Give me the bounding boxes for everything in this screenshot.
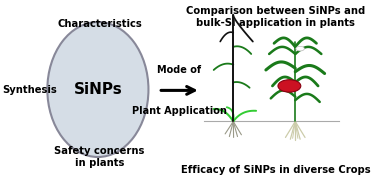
Text: Efficacy of SiNPs in diverse Crops: Efficacy of SiNPs in diverse Crops [181, 165, 370, 175]
Text: SiNPs: SiNPs [74, 82, 122, 97]
Text: Characteristics: Characteristics [57, 19, 142, 29]
Circle shape [278, 80, 301, 92]
Text: Comparison between SiNPs and
bulk-Si application in plants: Comparison between SiNPs and bulk-Si app… [186, 6, 365, 28]
Text: Mode of: Mode of [157, 65, 201, 75]
Text: Plant Application: Plant Application [132, 106, 227, 116]
Circle shape [296, 46, 304, 51]
Text: Safety concerns
in plants: Safety concerns in plants [54, 146, 145, 168]
Text: Synthesis: Synthesis [2, 84, 57, 95]
Ellipse shape [47, 22, 149, 157]
